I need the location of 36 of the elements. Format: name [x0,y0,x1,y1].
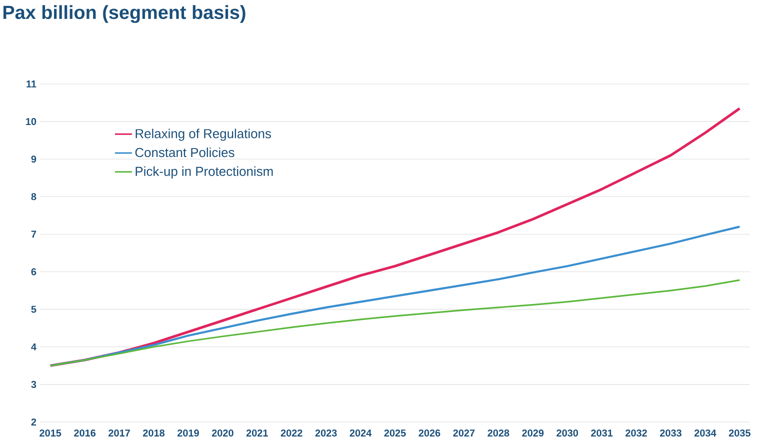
x-tick-label: 2024 [350,429,372,437]
legend-label: Relaxing of Regulations [136,128,271,141]
y-tick-label: 5 [31,306,36,313]
x-tick-label: 2020 [212,429,234,437]
legend-label: Pick-up in Protectionism [136,166,273,179]
x-tick-label: 2027 [453,429,475,437]
x-tick-label: 2034 [694,429,716,437]
x-tick-label: 2025 [384,429,406,437]
y-tick-label: 7 [31,230,36,238]
x-tick-label: 2017 [108,429,130,437]
x-tick-label: 2028 [488,429,510,437]
x-tick-label: 2022 [280,429,302,437]
x-tick-label: 2035 [728,429,750,437]
x-tick-label: 2029 [522,429,544,437]
legend-label: Constant Policies [135,148,234,158]
y-tick-label: 3 [31,380,36,388]
line-series [50,279,740,366]
x-tick-label: 2021 [246,429,268,437]
x-tick-label: 2019 [177,429,199,437]
y-tick-label: 8 [31,193,36,200]
x-tick-label: 2016 [74,429,96,437]
x-tick-label: 2030 [556,429,578,437]
x-tick-label: 2033 [660,429,682,437]
x-tick-label: 2018 [143,429,165,437]
x-tick-label: 2023 [315,429,337,437]
x-tick-label: 2031 [591,429,613,437]
y-tick-label: 11 [26,80,36,88]
y-tick-label: 2 [31,418,36,426]
x-tick-label: 2032 [626,429,647,437]
x-tick-label: 2026 [418,429,440,437]
y-tick-label: 10 [26,118,36,126]
y-tick-label: 6 [31,268,36,276]
chart-title: Pax billion (segment basis) [3,5,246,23]
y-tick-label: 4 [31,343,36,350]
y-tick-label: 9 [31,156,36,163]
x-tick-label: 2015 [40,429,62,437]
